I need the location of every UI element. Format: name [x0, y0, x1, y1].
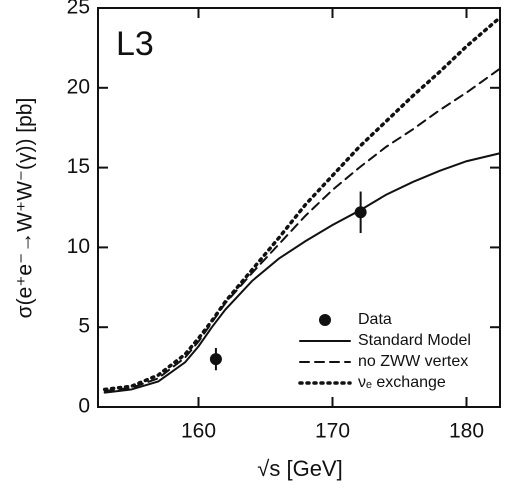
legend-label: Data [358, 311, 392, 328]
curve [103, 67, 501, 393]
x-tick-label: 180 [449, 420, 484, 443]
y-tick-label: 25 [67, 0, 90, 19]
y-tick-label: 20 [67, 75, 90, 98]
legend-label: Standard Model [358, 332, 471, 349]
legend-marker [319, 314, 331, 326]
data-point [209, 353, 222, 366]
data-point [354, 206, 367, 219]
experiment-label: L3 [116, 25, 154, 63]
y-tick-label: 10 [67, 235, 90, 258]
curve [103, 152, 501, 394]
y-tick-label: 0 [78, 395, 90, 418]
x-tick-label: 160 [181, 420, 216, 443]
plot-frame [97, 7, 501, 408]
legend-label: no ZWW vertex [358, 353, 468, 370]
y-axis-label: σ(e⁺e⁻→W⁺W⁻(γ)) [pb] [14, 98, 37, 319]
legend-label: νₑ exchange [358, 374, 446, 391]
y-tick-label: 5 [78, 315, 90, 338]
x-axis-label: √s [GeV] [257, 456, 342, 481]
curve [102, 15, 502, 392]
y-tick-label: 15 [67, 155, 90, 178]
x-tick-label: 170 [315, 420, 350, 443]
